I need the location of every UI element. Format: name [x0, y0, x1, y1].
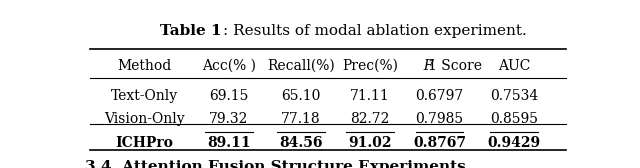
- Text: 77.18: 77.18: [281, 112, 321, 126]
- Text: ICHPro: ICHPro: [116, 136, 173, 150]
- Text: Text-Only: Text-Only: [111, 89, 178, 103]
- Text: Table 1: Table 1: [160, 24, 221, 38]
- Text: 91.02: 91.02: [348, 136, 392, 150]
- Text: AUC: AUC: [498, 59, 530, 73]
- Text: 3.4. Attention Fusion Structure Experiments: 3.4. Attention Fusion Structure Experime…: [85, 160, 466, 168]
- Text: 0.6797: 0.6797: [415, 89, 464, 103]
- Text: Recall(%): Recall(%): [267, 59, 335, 73]
- Text: 65.10: 65.10: [281, 89, 321, 103]
- Text: : Results of modal ablation experiment.: : Results of modal ablation experiment.: [223, 24, 527, 38]
- Text: Prec(%): Prec(%): [342, 59, 398, 73]
- Text: 0.7534: 0.7534: [490, 89, 538, 103]
- Text: Acc(% ): Acc(% ): [202, 59, 256, 73]
- Text: 69.15: 69.15: [209, 89, 248, 103]
- Text: Vision-Only: Vision-Only: [104, 112, 185, 126]
- Text: 84.56: 84.56: [279, 136, 323, 150]
- Text: 0.8767: 0.8767: [413, 136, 466, 150]
- Text: F: F: [421, 59, 433, 73]
- Text: 1 Score: 1 Score: [428, 59, 483, 73]
- Text: 79.32: 79.32: [209, 112, 248, 126]
- Text: 0.8595: 0.8595: [490, 112, 538, 126]
- Text: 0.9429: 0.9429: [488, 136, 541, 150]
- Text: 0.7985: 0.7985: [415, 112, 463, 126]
- Text: 82.72: 82.72: [351, 112, 390, 126]
- Text: Method: Method: [117, 59, 172, 73]
- Text: 71.11: 71.11: [350, 89, 390, 103]
- Text: 89.11: 89.11: [207, 136, 251, 150]
